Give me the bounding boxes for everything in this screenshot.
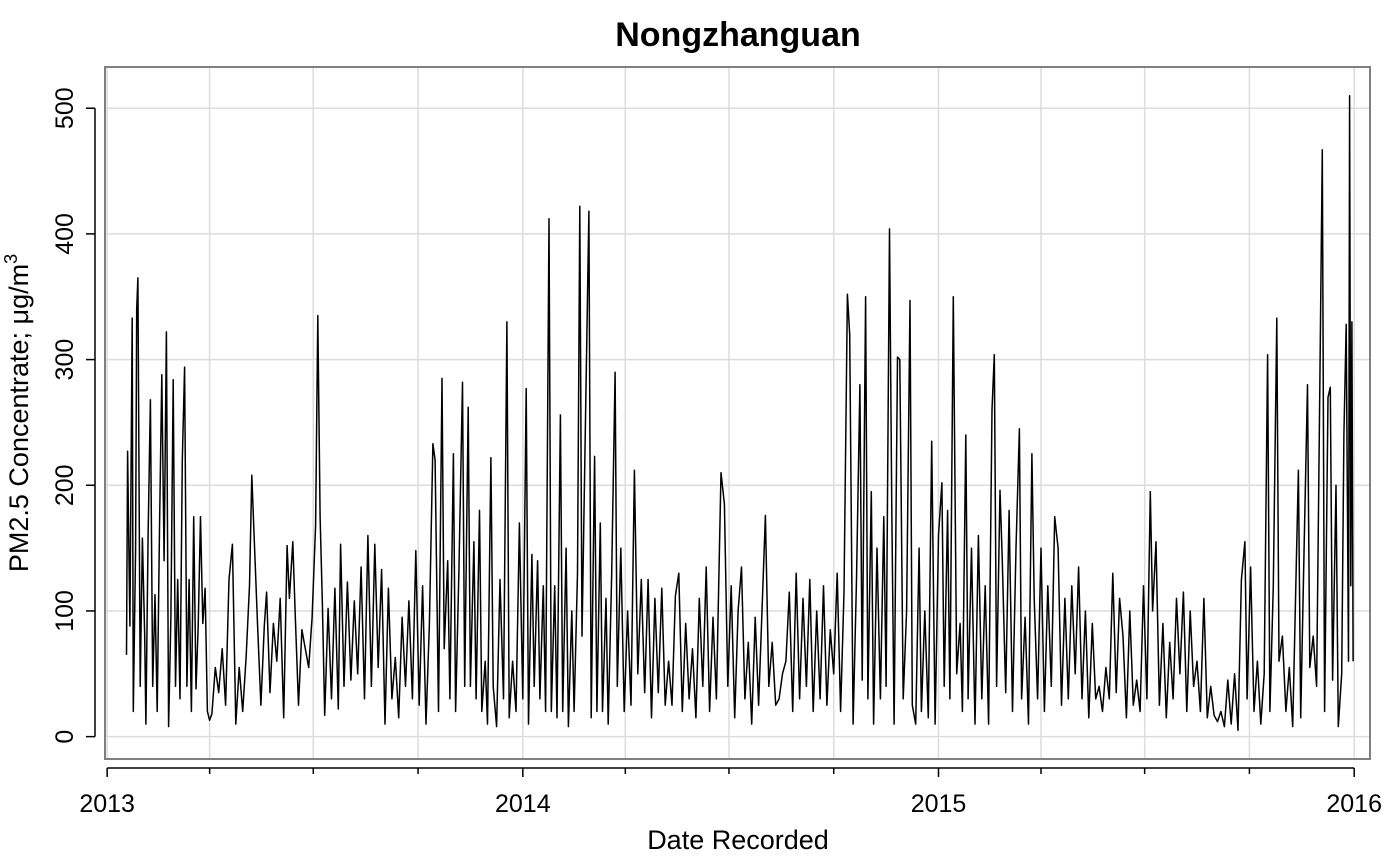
y-tick-label: 200: [51, 464, 79, 506]
y-tick-label: 300: [51, 339, 79, 381]
y-axis-label-superscript: 3: [1, 254, 21, 264]
grid-lines: [106, 68, 1369, 758]
y-tick-label: 500: [51, 87, 79, 129]
x-tick-label: 2013: [79, 790, 135, 818]
y-tick-label: 100: [51, 590, 79, 632]
y-axis-label-main: PM2.5 Concentrate; μg/m: [4, 264, 34, 572]
y-tick-label: 400: [51, 213, 79, 255]
axes: 2013 2014 2015 2016 0 100 200 300 400 500: [51, 87, 1382, 818]
x-axis-label: Date Recorded: [647, 825, 829, 855]
plot-frame: [104, 66, 1371, 760]
y-tick-label: 0: [51, 730, 79, 744]
x-tick-label: 2015: [911, 790, 967, 818]
chart-title: Nongzhanguan: [615, 16, 861, 54]
y-axis-label: PM2.5 Concentrate; μg/m3: [1, 254, 34, 572]
x-tick-label: 2016: [1326, 790, 1382, 818]
series-line-pm25: [125, 94, 1354, 732]
x-tick-label: 2014: [495, 790, 551, 818]
